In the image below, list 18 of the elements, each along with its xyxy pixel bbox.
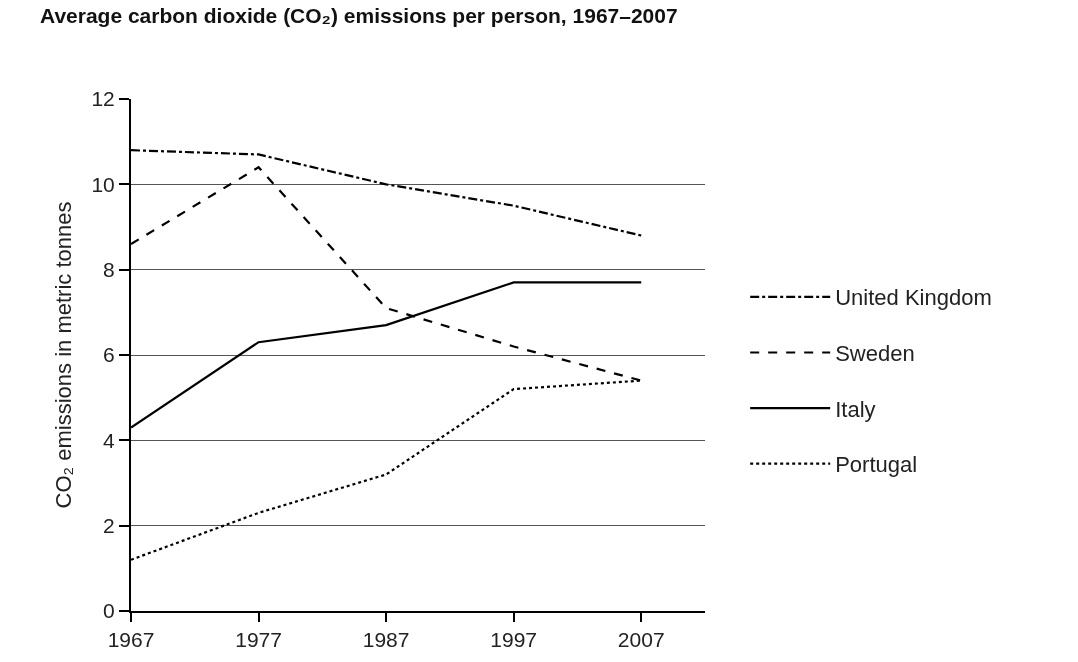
legend-label: Portugal (835, 452, 918, 478)
legend-label: Sweden (835, 341, 915, 367)
legend-label: United Kingdom (835, 285, 992, 311)
y-tick-label: 10 (91, 172, 115, 196)
y-tick-label: 8 (103, 258, 115, 282)
y-tick-label: 4 (103, 428, 116, 452)
x-tick-label: 2007 (617, 628, 665, 652)
chart-title: Average carbon dioxide (CO₂) emissions per person, 1967–2007 (40, 3, 678, 27)
y-tick-label: 0 (103, 599, 115, 623)
x-tick-label: 1967 (107, 628, 155, 652)
y-tick-label: 12 (91, 87, 115, 111)
x-tick-label: 1987 (362, 628, 410, 652)
y-tick-label: 6 (103, 343, 115, 367)
x-tick-label: 1977 (235, 628, 282, 652)
y-tick-label: 2 (103, 514, 115, 538)
x-tick-label: 1997 (490, 628, 538, 652)
legend-label: Italy (835, 396, 876, 422)
y-axis-title: CO₂ emissions in metric tonnes (50, 201, 76, 509)
